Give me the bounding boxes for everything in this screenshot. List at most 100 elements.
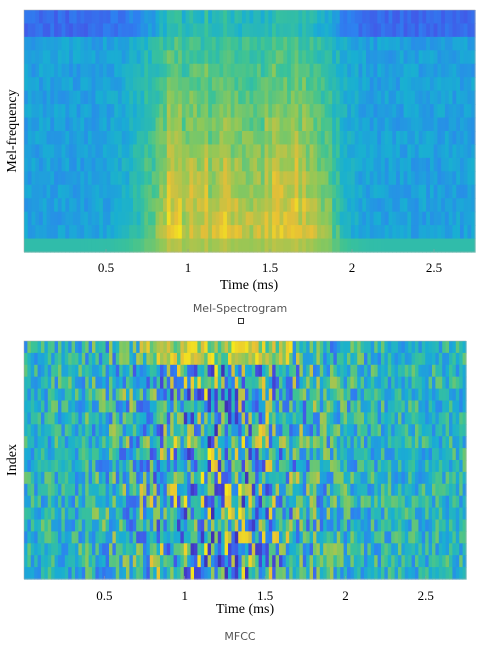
heatmap-cell [155,211,160,226]
heatmap-cell [143,424,147,437]
heatmap-cell [428,352,433,366]
heatmap-cell [358,63,363,78]
heatmap-cell [193,238,198,253]
heatmap-cell [47,567,52,580]
heatmap-cell [328,171,333,186]
heatmap-cell [316,352,321,366]
heatmap-cell [178,171,183,186]
heatmap-cell [121,198,127,213]
heatmap-cell [456,144,461,159]
heatmap-cell [80,77,85,92]
heatmap-cell [441,117,446,132]
heatmap-cell [173,412,178,425]
heatmap-cell [340,460,345,473]
heatmap-cell [241,341,246,354]
heatmap-cell [333,460,338,473]
heatmap-cell [226,171,232,186]
heatmap-cell [80,157,85,172]
heatmap-cell [264,131,269,146]
heatmap-cell [177,519,181,532]
heatmap-cell [275,376,280,390]
heatmap-cell [200,555,205,568]
heatmap-cell [309,507,314,521]
heatmap-cell [24,36,29,51]
heatmap-cell [46,90,51,105]
heatmap-cell [452,131,457,146]
heatmap-cell [140,131,145,146]
heatmap-cell [245,519,249,532]
heatmap-cell [364,567,368,580]
heatmap-cell [268,341,273,354]
heatmap-cell [347,225,352,240]
heatmap-cell [204,507,209,521]
heatmap-cell [391,555,396,568]
heatmap-cell [226,77,232,92]
heatmap-cell [125,157,130,172]
heatmap-cell [249,23,254,38]
heatmap-cell [336,388,341,402]
heatmap-cell [411,90,416,105]
heatmap-cell [340,436,345,449]
heatmap-cell [181,171,187,186]
heatmap-cell [401,388,406,402]
heatmap-cell [258,341,263,354]
heatmap-cell [316,460,321,473]
heatmap-cell [91,36,97,51]
heatmap-cell [180,364,185,378]
heatmap-cell [190,555,195,568]
heatmap-cell [166,460,171,473]
resize-handle-icon[interactable] [238,318,244,324]
heatmap-cell [401,364,406,378]
heatmap-cell [245,424,249,437]
heatmap-cell [132,555,137,568]
heatmap-cell [251,567,256,580]
heatmap-cell [260,157,266,172]
heatmap-cell [163,364,168,378]
heatmap-cell [136,531,141,544]
heatmap-cell [58,352,62,366]
heatmap-cell [221,495,226,509]
heatmap-cell [54,519,59,532]
heatmap-cell [445,400,450,413]
heatmap-cell [448,23,454,38]
heatmap-cell [452,424,457,437]
heatmap-cell [71,471,76,485]
heatmap-cell [78,352,83,366]
heatmap-cell [34,519,39,532]
heatmap-cell [37,519,42,532]
heatmap-cell [156,436,161,449]
heatmap-cell [230,90,236,105]
heatmap-cell [294,63,299,78]
heatmap-cell [30,460,35,473]
heatmap-cell [370,507,375,521]
heatmap-cell [151,198,157,213]
heatmap-cell [381,436,385,449]
heatmap-cell [166,388,171,402]
heatmap-cell [260,171,266,186]
heatmap-cell [462,531,467,544]
heatmap-cell [166,10,172,25]
heatmap-cell [149,352,154,366]
heatmap-cell [283,117,288,132]
heatmap-cell [459,471,464,485]
heatmap-cell [415,519,419,532]
heatmap-cell [200,364,205,378]
heatmap-cell [146,364,151,378]
heatmap-cell [292,495,297,509]
heatmap-cell [330,376,334,390]
heatmap-cell [442,352,447,366]
heatmap-cell [221,543,226,556]
heatmap-cell [449,460,453,473]
heatmap-cell [132,131,138,146]
heatmap-cell [358,157,363,172]
heatmap-cell [132,50,138,65]
heatmap-cell [319,483,324,497]
heatmap-cell [268,400,273,413]
heatmap-cell [449,412,453,425]
heatmap-cell [418,436,423,449]
heatmap-cell [87,10,93,25]
heatmap-cell [217,460,222,473]
heatmap-cell [323,531,328,544]
heatmap-cell [129,198,134,213]
heatmap-cell [75,364,79,378]
